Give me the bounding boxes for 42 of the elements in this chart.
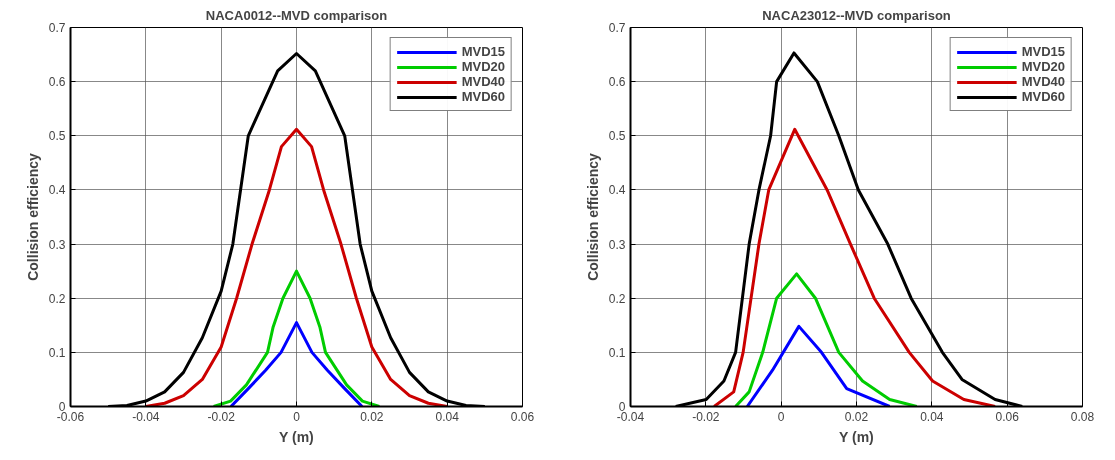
- x-tick-label: 0.02: [844, 409, 869, 424]
- y-tick-label: 0.5: [608, 129, 626, 144]
- y-tick-label: 0.7: [608, 21, 626, 35]
- y-tick-label: 0.4: [608, 183, 626, 198]
- legend-label: MVD60: [461, 89, 505, 104]
- y-tick-label: 0.6: [48, 75, 66, 90]
- x-tick-label: -0.02: [207, 409, 236, 424]
- x-tick-label: 0.04: [920, 409, 944, 424]
- x-tick-label: 0.06: [995, 409, 1020, 424]
- legend-label: MVD20: [461, 59, 505, 74]
- y-tick-label: 0.7: [48, 21, 66, 35]
- y-tick-label: 0.1: [48, 345, 66, 360]
- x-tick-label: 0: [777, 409, 785, 424]
- y-tick-label: 0.6: [608, 75, 626, 90]
- legend-label: MVD60: [1021, 89, 1065, 104]
- y-tick-label: 0.1: [608, 345, 626, 360]
- y-tick-label: 0.5: [48, 129, 66, 144]
- chart-title: NACA0012--MVD comparison: [205, 7, 388, 23]
- x-tick-label: 0.02: [360, 409, 384, 424]
- x-tick-label: 0.06: [510, 409, 535, 424]
- legend-label: MVD40: [461, 74, 505, 89]
- x-tick-label: -0.04: [132, 409, 160, 424]
- y-tick-label: 0: [58, 400, 66, 414]
- x-tick-label: 0.08: [1070, 409, 1095, 424]
- y-tick-label: 0: [618, 400, 626, 414]
- legend-label: MVD40: [1021, 74, 1065, 89]
- y-axis-title: Collision efficiency: [24, 152, 41, 281]
- x-tick-label: 0.04: [435, 409, 460, 424]
- x-tick-label: 0: [293, 409, 301, 424]
- y-axis-title: Collision efficiency: [584, 152, 601, 281]
- legend-label: MVD20: [1021, 59, 1065, 74]
- y-tick-label: 0.2: [48, 291, 66, 306]
- chart-title: NACA23012--MVD comparison: [762, 7, 951, 23]
- legend-label: MVD15: [461, 44, 505, 59]
- x-axis-title: Y (m): [839, 428, 874, 445]
- x-axis-title: Y (m): [279, 428, 314, 445]
- y-tick-label: 0.4: [48, 183, 66, 198]
- y-tick-label: 0.3: [608, 237, 626, 252]
- y-tick-label: 0.3: [48, 237, 66, 252]
- y-tick-label: 0.2: [608, 291, 626, 306]
- x-tick-label: -0.02: [692, 409, 720, 424]
- legend-label: MVD15: [1021, 44, 1065, 59]
